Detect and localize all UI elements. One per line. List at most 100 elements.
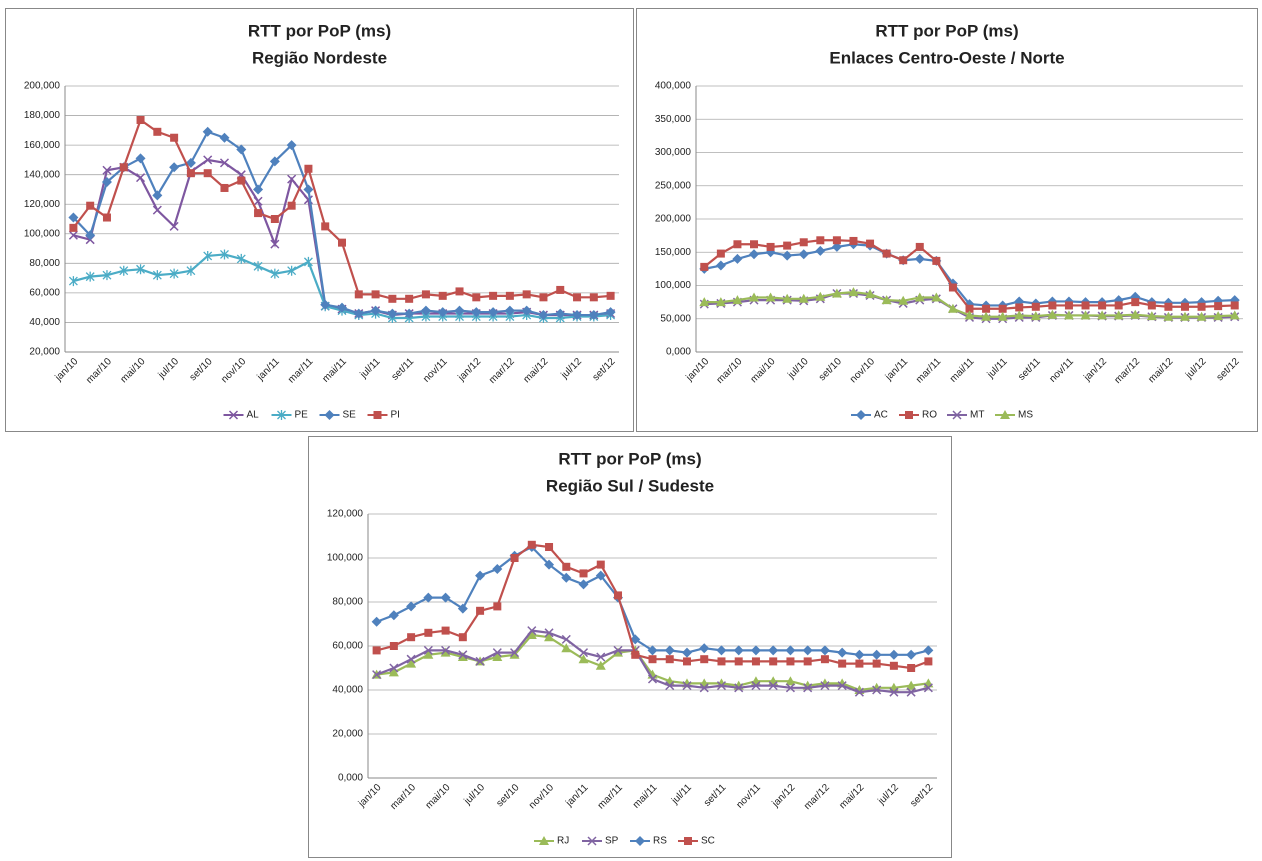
marker [596,560,605,569]
marker [220,249,229,260]
y-tick-label: 60,000 [29,288,60,299]
marker [407,633,416,642]
marker [420,305,431,316]
marker [732,253,743,264]
marker [798,293,809,303]
legend-marker [635,836,645,846]
marker [750,240,759,249]
legend-marker [905,411,913,419]
marker [136,115,145,124]
marker [388,294,397,303]
marker [119,265,129,276]
marker [186,265,196,276]
marker [1147,301,1156,310]
marker [907,664,916,672]
marker [404,308,415,319]
chart-title: RTT por PoP (ms) [875,21,1018,40]
marker [561,634,571,644]
marker [354,290,363,299]
marker [405,294,414,303]
marker [1131,298,1140,307]
marker [751,657,760,666]
marker [1097,310,1108,320]
marker [504,305,515,316]
marker [475,656,485,666]
marker [715,260,726,271]
legend-label: MS [1018,410,1033,421]
legend-label: RS [653,836,667,847]
marker [997,311,1008,321]
marker [981,311,992,321]
y-tick-label: 120,000 [24,199,61,210]
marker [882,249,891,258]
marker [613,647,624,657]
legend-label: RO [922,410,937,421]
marker [1179,311,1190,321]
marker [424,628,433,637]
marker [715,297,726,307]
legend-marker [856,410,866,420]
legend-label: AC [874,410,888,421]
chart-subtitle: Região Sul / Sudeste [546,476,714,495]
marker [102,270,112,281]
marker [820,681,830,691]
marker [931,292,942,302]
chart-subtitle: Enlaces Centro-Oeste / Norte [829,48,1064,67]
marker [815,291,826,301]
marker [932,256,941,265]
marker [119,163,128,172]
marker [906,680,917,690]
marker [440,592,451,603]
marker [320,299,331,310]
marker [815,245,826,256]
marker [782,293,793,303]
marker [899,256,908,265]
marker [786,657,795,666]
marker [732,295,743,305]
marker [493,602,502,611]
marker [768,645,779,656]
marker [803,683,813,693]
marker [387,308,398,319]
marker [783,241,792,250]
marker [769,657,778,666]
marker [527,540,536,549]
marker [782,250,793,261]
y-tick-label: 0,000 [338,773,363,784]
marker [253,184,264,195]
y-tick-label: 60,000 [332,641,363,652]
marker [749,249,760,260]
marker [136,173,146,183]
marker [237,176,246,185]
marker [270,239,280,249]
marker [948,283,957,292]
y-tick-label: 80,000 [29,258,60,269]
marker [872,685,882,695]
marker [848,287,859,297]
y-tick-label: 180,000 [24,110,61,121]
marker [492,564,503,574]
marker [1098,301,1107,310]
marker [556,285,565,294]
marker [286,140,297,151]
marker [572,310,583,321]
legend-label: PI [391,410,400,421]
y-tick-label: 160,000 [24,140,61,151]
legend-marker [587,836,597,846]
marker [798,249,809,260]
marker [1015,303,1024,312]
marker [1047,309,1058,319]
marker [733,240,742,249]
marker [169,268,179,279]
marker [102,165,112,175]
chart-title: RTT por PoP (ms) [248,21,391,40]
marker [768,681,778,691]
marker [475,570,486,581]
marker [766,242,775,251]
marker [820,655,829,664]
marker [889,687,899,697]
marker [1130,309,1141,319]
marker [489,291,498,300]
marker [440,647,451,657]
